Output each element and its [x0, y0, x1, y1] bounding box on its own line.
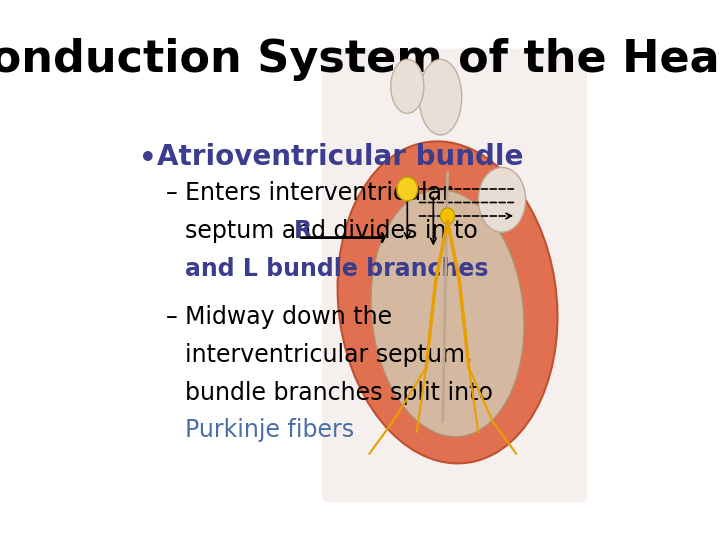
Text: Conduction System of the Heart: Conduction System of the Heart: [0, 38, 720, 81]
Text: Atrioventricular bundle: Atrioventricular bundle: [156, 143, 523, 171]
FancyBboxPatch shape: [322, 49, 587, 502]
Text: bundle branches split into: bundle branches split into: [185, 381, 492, 404]
Text: Midway down the: Midway down the: [185, 305, 392, 329]
Ellipse shape: [478, 167, 526, 232]
Text: R: R: [294, 219, 312, 242]
Text: interventricular septum,: interventricular septum,: [185, 343, 472, 367]
Text: Purkinje fibers: Purkinje fibers: [185, 418, 354, 442]
Circle shape: [441, 208, 454, 224]
Ellipse shape: [419, 59, 462, 135]
Text: septum and divides in to: septum and divides in to: [185, 219, 485, 242]
Text: •: •: [138, 143, 157, 176]
Text: –: –: [166, 181, 178, 205]
Ellipse shape: [371, 190, 524, 437]
Text: –: –: [166, 305, 178, 329]
Text: and L bundle branches: and L bundle branches: [185, 256, 488, 280]
Ellipse shape: [338, 141, 557, 463]
Ellipse shape: [391, 59, 424, 113]
Circle shape: [397, 177, 418, 201]
Text: Enters interventricular: Enters interventricular: [185, 181, 451, 205]
